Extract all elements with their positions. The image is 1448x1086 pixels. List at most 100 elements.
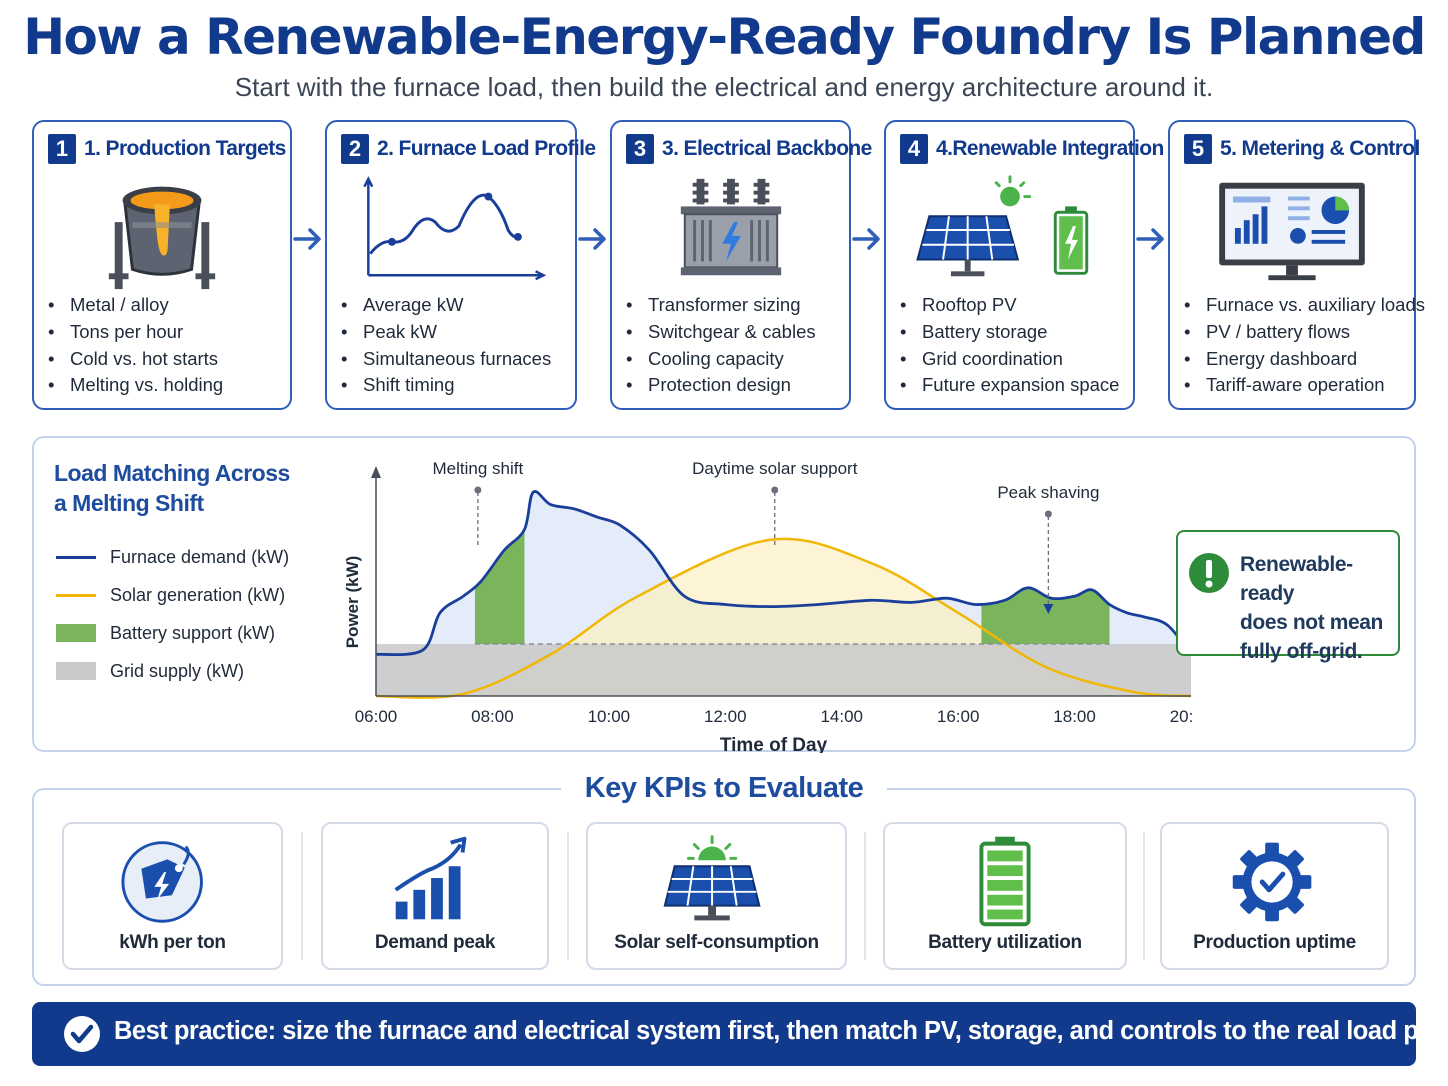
legend-item-grid-supply: Grid supply (kW) <box>56 652 289 690</box>
y-axis-arrow-icon <box>371 466 381 478</box>
load-matching-chart: 06:00 08:00 10:00 12:00 14:00 16:00 18:00 20:00… <box>343 459 1194 753</box>
x-axis-label: Time of Day <box>720 735 828 753</box>
step-number: 4 <box>900 134 928 164</box>
arrow-right-icon <box>293 228 321 250</box>
solar-generation-line <box>375 537 1192 699</box>
list-item: Peak kW <box>341 319 551 346</box>
check-circle-icon <box>64 1016 100 1052</box>
legend-item-battery-support: Battery support (kW) <box>56 614 289 652</box>
panel-title: Load Matching Across a Melting Shift <box>54 460 290 516</box>
list-item: Protection design <box>626 372 816 399</box>
chart-legend: Furnace demand (kW) Solar generation (kW… <box>56 538 289 690</box>
kpi-heading: Key KPIs to Evaluate <box>0 772 1448 805</box>
solar-battery-icon <box>916 175 1089 277</box>
step-list: Average kW Peak kW Simultaneous furnaces… <box>341 292 551 399</box>
page-subtitle: Start with the furnace load, then build … <box>234 72 1214 102</box>
x-tick-label: 08:00 <box>471 707 514 726</box>
arrow-right-icon <box>852 228 880 250</box>
annotation-marker <box>474 486 482 494</box>
annotation-label: Melting shift <box>433 459 524 478</box>
x-tick-label: 20:00 <box>1170 707 1194 726</box>
step-number: 1 <box>48 134 76 164</box>
x-tick-label: 12:00 <box>704 707 747 726</box>
legend-item-solar-generation: Solar generation (kW) <box>56 576 289 614</box>
energy-tag-icon <box>121 841 203 923</box>
kpi-label: Demand peak <box>374 932 496 953</box>
list-item: Battery storage <box>900 319 1119 346</box>
list-item: Future expansion space <box>900 372 1119 399</box>
furnace-demand-line <box>375 490 1193 657</box>
legend-swatch <box>56 593 96 597</box>
kpi-card-production-uptime: Production uptime <box>1160 822 1389 970</box>
kpi-label: Battery utilization <box>928 932 1082 953</box>
kpi-divider <box>301 832 303 960</box>
arrow-right-icon <box>578 228 606 250</box>
legend-item-furnace-demand: Furnace demand (kW) <box>56 538 289 576</box>
list-item: Tons per hour <box>48 319 223 346</box>
legend-swatch <box>56 624 96 642</box>
step-card-metering-control: 5 5. Metering & Control Furnace vs. auxi… <box>1168 120 1425 410</box>
kpi-label: Production uptime <box>1193 932 1356 953</box>
list-item: Energy dashboard <box>1184 346 1425 373</box>
load-matching-panel: Load Matching Across a Melting Shift Fur… <box>32 436 1416 753</box>
list-item: Melting vs. holding <box>48 372 223 399</box>
ladle-icon <box>108 186 216 290</box>
kpi-divider <box>567 832 569 960</box>
kpi-divider <box>864 832 866 960</box>
list-item: Tariff-aware operation <box>1184 372 1425 399</box>
legend-swatch <box>56 662 96 680</box>
kpi-card-solar-self-consumption: Solar self-consumption <box>586 822 847 970</box>
list-item: Furnace vs. auxiliary loads <box>1184 292 1425 319</box>
step-number: 5 <box>1184 134 1212 164</box>
battery-icon <box>979 836 1031 927</box>
list-item: Transformer sizing <box>626 292 816 319</box>
list-item: Rooftop PV <box>900 292 1119 319</box>
annotation-label: Daytime solar support <box>692 459 858 478</box>
x-tick-label: 16:00 <box>937 707 980 726</box>
grid-supply-band <box>376 644 1191 696</box>
step-list: Rooftop PV Battery storage Grid coordina… <box>900 292 1119 399</box>
list-item: Switchgear & cables <box>626 319 816 346</box>
step-list: Transformer sizing Switchgear & cables C… <box>626 292 816 399</box>
list-item: Shift timing <box>341 372 551 399</box>
note-text: Renewable-ready does not mean fully off-… <box>1240 553 1383 663</box>
step-list: Furnace vs. auxiliary loads PV / battery… <box>1184 292 1425 399</box>
step-card-furnace-load-profile: 2 2. Furnace Load Profile Average kW Pea… <box>325 120 596 410</box>
step-card-production-targets: 1 1. Production Targets Metal / alloy To… <box>32 120 292 410</box>
list-item: Cooling capacity <box>626 346 816 373</box>
step-title: 1. Production Targets <box>84 137 286 160</box>
list-item: Metal / alloy <box>48 292 223 319</box>
transformer-icon <box>680 178 782 276</box>
x-tick-label: 14:00 <box>820 707 863 726</box>
list-item: Average kW <box>341 292 551 319</box>
annotation-label: Peak shaving <box>997 483 1099 502</box>
step-number: 2 <box>341 134 369 164</box>
banner-text: Best practice: size the furnace and elec… <box>114 1017 1448 1045</box>
exclamation-icon <box>1189 553 1229 593</box>
rising-bars-icon <box>394 836 467 920</box>
gear-check-icon <box>1232 842 1312 922</box>
step-title: 5. Metering & Control <box>1220 137 1420 160</box>
kpi-card-kwh-per-ton: kWh per ton <box>62 822 283 970</box>
kpi-divider <box>1143 832 1145 960</box>
step-list: Metal / alloy Tons per hour Cold vs. hot… <box>48 292 223 399</box>
arrow-right-icon <box>1136 228 1164 250</box>
step-title: 3. Electrical Backbone <box>662 137 872 160</box>
kpi-label: Solar self-consumption <box>614 932 819 953</box>
step-title: 2. Furnace Load Profile <box>377 137 596 160</box>
annotation-marker <box>1044 510 1052 518</box>
list-item: Simultaneous furnaces <box>341 346 551 373</box>
solar-panel-icon <box>663 835 761 921</box>
step-title: 4.Renewable Integration <box>936 137 1164 160</box>
kpi-card-battery-utilization: Battery utilization <box>883 822 1127 970</box>
best-practice-banner: Best practice: size the furnace and elec… <box>32 1002 1448 1066</box>
load-curve-icon <box>363 176 547 281</box>
peak-marker-icon <box>1043 604 1054 614</box>
y-axis-label: Power (kW) <box>343 556 362 649</box>
kpi-label: kWh per ton <box>119 932 226 953</box>
list-item: Cold vs. hot starts <box>48 346 223 373</box>
kpi-card-demand-peak: Demand peak <box>321 822 549 970</box>
step-number: 3 <box>626 134 654 164</box>
step-card-renewable-integration: 4 4.Renewable Integration Rooftop PV Bat… <box>884 120 1164 410</box>
x-tick-label: 10:00 <box>588 707 631 726</box>
